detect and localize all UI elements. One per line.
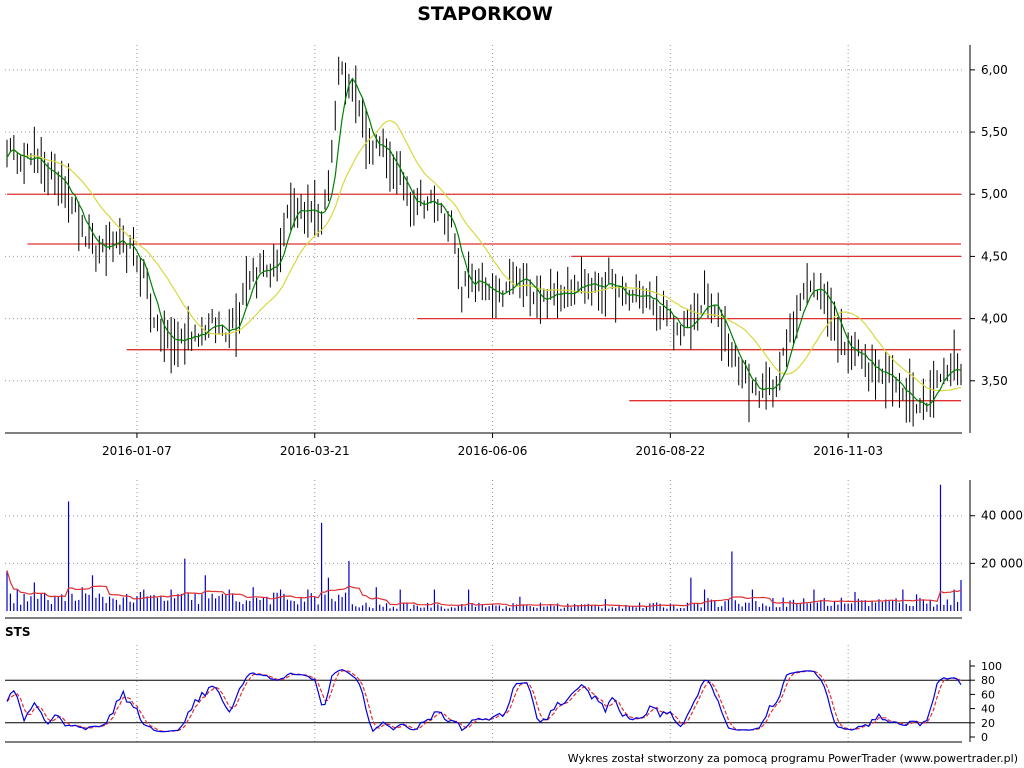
oscillator-y-tick-label: 100 [981,660,1002,673]
oscillator-y-tick-label: 40 [981,703,995,716]
price-bars [6,56,962,427]
volume-gridlines [5,480,962,611]
support-resistance-lines [7,193,961,402]
oscillator-y-tick-label: 20 [981,717,995,730]
moving-average-long [6,119,962,392]
oscillator-y-tick-label: 0 [981,731,988,744]
moving-average-long-line [6,119,962,392]
moving-average-short-line [6,77,962,407]
price-x-tick-label: 2016-11-03 [813,444,883,458]
price-y-tick-label: 4,00 [981,312,1008,326]
price-y-tick-label: 6,00 [981,63,1008,77]
price-y-tick-label: 5,00 [981,187,1008,201]
price-x-ticks: 2016-01-07 2016-03-21 2016-06-06 2016-08-22… [102,433,883,458]
price-panel: 6,005,505,004,504,003,50 2016-01-07 2016-… [5,45,1008,458]
volume-moving-average-line [6,570,962,608]
price-y-tick-label: 3,50 [981,374,1008,388]
price-x-tick-label: 2016-01-07 [102,444,172,458]
volume-panel: 40 000 20 000 [5,480,1023,619]
volume-moving-average [6,570,962,608]
footer-credit: Wykres został stworzony za pomocą progra… [568,752,1018,765]
oscillator-gridlines [136,645,849,742]
sts-k-line [6,668,962,733]
price-x-tick-label: 2016-08-22 [635,444,705,458]
volume-y-tick-label: 40 000 [981,509,1023,523]
oscillator-reference-lines [5,679,970,724]
price-y-tick-label: 5,50 [981,125,1008,139]
volume-y-ticks: 40 000 20 000 [970,509,1023,570]
price-x-tick-label: 2016-06-06 [458,444,528,458]
chart-title: STAPORKOW [417,3,553,25]
price-y-tick-label: 4,50 [981,249,1008,263]
moving-average-short [6,77,962,407]
oscillator-y-tick-label: 80 [981,674,995,687]
price-y-ticks: 6,00 5,50 5,00 4,50 4,00 3,50 [970,63,1008,388]
price-x-tick-label: 2016-03-21 [280,444,350,458]
price-gridlines [5,45,962,433]
sts-k-path [6,668,962,733]
volume-y-tick-label: 20 000 [981,556,1023,570]
oscillator-y-tick-label: 60 [981,688,995,701]
volume-bars [6,484,962,611]
oscillator-label: STS [5,625,30,639]
